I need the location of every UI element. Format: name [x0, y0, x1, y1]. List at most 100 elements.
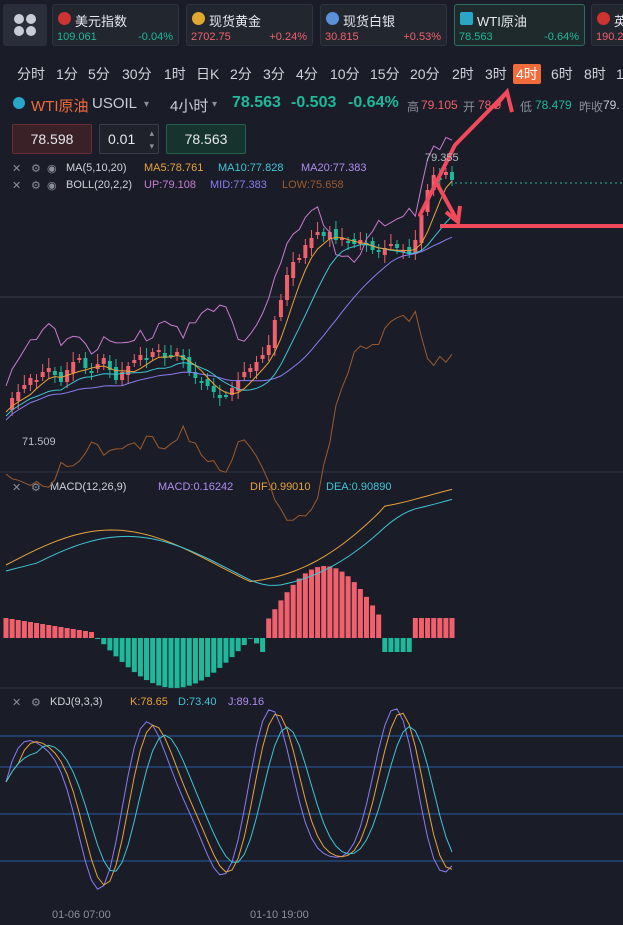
macd-histogram-bar — [290, 584, 296, 638]
menu-grid-button[interactable] — [3, 4, 47, 46]
macd-histogram-bar — [376, 614, 382, 638]
candle-body — [205, 379, 210, 386]
candle-body — [52, 371, 57, 375]
kdj-j-value: J:89.16 — [228, 696, 265, 708]
macd-pane — [3, 488, 455, 688]
candle-body — [107, 361, 112, 370]
tf-4m[interactable]: 4分 — [296, 66, 318, 82]
stepper-up-icon[interactable]: ▴ — [149, 128, 154, 138]
candle-body — [382, 248, 387, 255]
macd-histogram-bar — [186, 638, 192, 686]
candle-body — [144, 358, 149, 360]
close-icon[interactable]: ✕ — [12, 482, 22, 494]
macd-histogram-bar — [95, 638, 101, 639]
candle-body — [22, 385, 27, 389]
annotation-arrow-down — [433, 178, 460, 224]
gold-icon — [192, 12, 205, 25]
price-change-pct: -0.64% — [348, 94, 399, 111]
candle-body — [120, 372, 125, 380]
macd-histogram-bar — [34, 623, 40, 638]
close-icon[interactable]: ✕ — [12, 180, 22, 192]
ma5-value: MA5:78.761 — [144, 162, 204, 174]
candle-body — [407, 247, 412, 254]
prev-close-label: 昨收 — [579, 100, 604, 114]
macd-histogram-bar — [174, 638, 180, 688]
ticker-silver[interactable]: 现货白银 30.815 +0.53% — [320, 4, 447, 46]
tf-2m[interactable]: 2分 — [230, 66, 252, 82]
candle-body — [230, 388, 235, 395]
kdj-d-value: D:73.40 — [178, 696, 217, 708]
tf-10m[interactable]: 10分 — [330, 66, 360, 82]
tf-more[interactable]: 1 — [616, 66, 623, 82]
ticker-gold[interactable]: 现货黄金 2702.75 +0.24% — [186, 4, 313, 46]
stepper-down-icon[interactable]: ▾ — [149, 141, 154, 151]
candle-body — [346, 241, 351, 243]
candle-body — [333, 229, 338, 240]
tf-30m[interactable]: 30分 — [122, 66, 152, 82]
symbol-code[interactable]: USOIL — [92, 95, 138, 112]
sell-price-button[interactable]: 78.598 — [12, 124, 92, 154]
tf-3h[interactable]: 3时 — [485, 66, 507, 82]
dif-line — [5, 488, 453, 583]
buy-price-button[interactable]: 78.563 — [166, 124, 246, 154]
chevron-down-icon[interactable]: ▾ — [144, 99, 150, 110]
open-value: 78.9 — [478, 98, 502, 112]
candle-body — [248, 368, 253, 372]
low-value: 78.479 — [535, 98, 572, 112]
high-value: 79.105 — [421, 98, 458, 112]
gear-icon[interactable]: ⚙ — [31, 697, 41, 709]
close-icon[interactable]: ✕ — [12, 163, 22, 175]
symbol-name[interactable]: WTI原油 — [31, 98, 89, 115]
macd-histogram-bar — [253, 638, 259, 644]
boll-low-value: LOW:75.658 — [282, 179, 344, 191]
candle-body — [126, 366, 131, 375]
ticker-gbp[interactable]: 英 190.2 — [591, 4, 623, 46]
tf-15m[interactable]: 15分 — [370, 66, 400, 82]
tf-tick[interactable]: 分时 — [17, 66, 45, 82]
tf-1m[interactable]: 1分 — [56, 66, 78, 82]
candle-body — [340, 238, 345, 240]
macd-histogram-bar — [400, 638, 406, 652]
tf-8h[interactable]: 8时 — [584, 66, 606, 82]
candle-body — [291, 262, 296, 278]
gear-icon[interactable]: ⚙ — [31, 180, 41, 192]
macd-histogram-bar — [21, 621, 27, 638]
macd-histogram-bar — [235, 638, 241, 652]
gear-icon[interactable]: ⚙ — [31, 482, 41, 494]
interval-select[interactable]: 4小时 — [170, 98, 209, 115]
chevron-down-icon[interactable]: ▾ — [212, 99, 218, 110]
tf-3m[interactable]: 3分 — [263, 66, 285, 82]
candle-body — [162, 353, 167, 358]
tf-6h[interactable]: 6时 — [551, 66, 573, 82]
close-icon[interactable]: ✕ — [12, 697, 22, 709]
candle-body — [437, 178, 442, 180]
tf-5m[interactable]: 5分 — [88, 66, 110, 82]
date-label: 01-06 07:00 — [52, 909, 111, 921]
macd-histogram-bar — [418, 618, 424, 638]
macd-histogram-bar — [70, 629, 76, 638]
ticker-bar: 美元指数 109.061 -0.04% 现货黄金 2702.75 +0.24% … — [0, 0, 623, 52]
candle-body — [193, 372, 198, 378]
macd-histogram-bar — [40, 624, 46, 638]
tf-day[interactable]: 日K — [196, 66, 220, 82]
gear-icon[interactable]: ⚙ — [31, 163, 41, 175]
tf-2h[interactable]: 2时 — [452, 66, 474, 82]
eye-icon[interactable]: ◉ — [47, 180, 57, 192]
eye-icon[interactable]: ◉ — [47, 163, 57, 175]
macd-histogram-bar — [76, 630, 82, 638]
candle-body — [89, 371, 94, 373]
macd-histogram-bar — [266, 618, 272, 638]
lot-size-input[interactable]: 0.01 ▴ ▾ — [99, 124, 159, 154]
low-mark-label: 71.509 — [22, 436, 56, 448]
candle-body — [260, 355, 265, 359]
ticker-wti-oil[interactable]: WTI原油 78.563 -0.64% — [454, 4, 585, 46]
ticker-usd-index[interactable]: 美元指数 109.061 -0.04% — [52, 4, 179, 46]
tf-1h[interactable]: 1时 — [164, 66, 186, 82]
macd-histogram-bar — [150, 638, 156, 684]
tf-4h-selected[interactable]: 4时 — [513, 64, 541, 84]
tf-20m[interactable]: 20分 — [410, 66, 440, 82]
macd-histogram-bar — [357, 589, 363, 638]
candle-body — [168, 355, 173, 357]
